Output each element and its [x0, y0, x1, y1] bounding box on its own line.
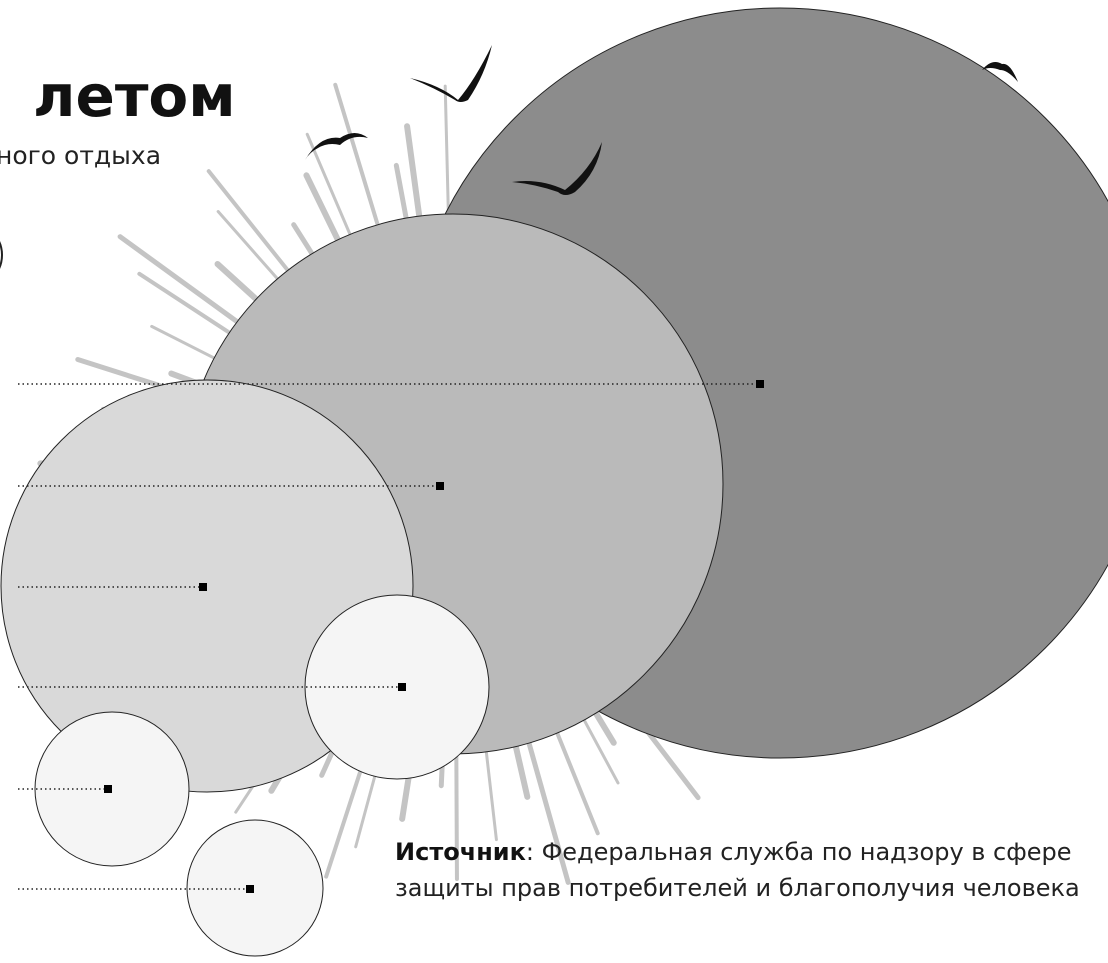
- subtitle: ного отдыха: [0, 141, 161, 170]
- source-line: защиты прав потребителей и благополучия …: [395, 874, 1080, 902]
- icon-fragment: [0, 223, 2, 287]
- ray: [120, 237, 253, 333]
- source-line: Источник: Федеральная служба по надзору …: [395, 838, 1072, 866]
- infographic: летом ного отдыха Источник: Федеральная …: [0, 0, 1108, 959]
- bubble: [187, 820, 323, 956]
- title: летом: [33, 62, 236, 130]
- source-text: : Федеральная служба по надзору в сфере: [526, 838, 1072, 866]
- source-label: Источник: [395, 838, 526, 866]
- page: {"header": {"title": "летом", "subtitle"…: [0, 0, 1108, 959]
